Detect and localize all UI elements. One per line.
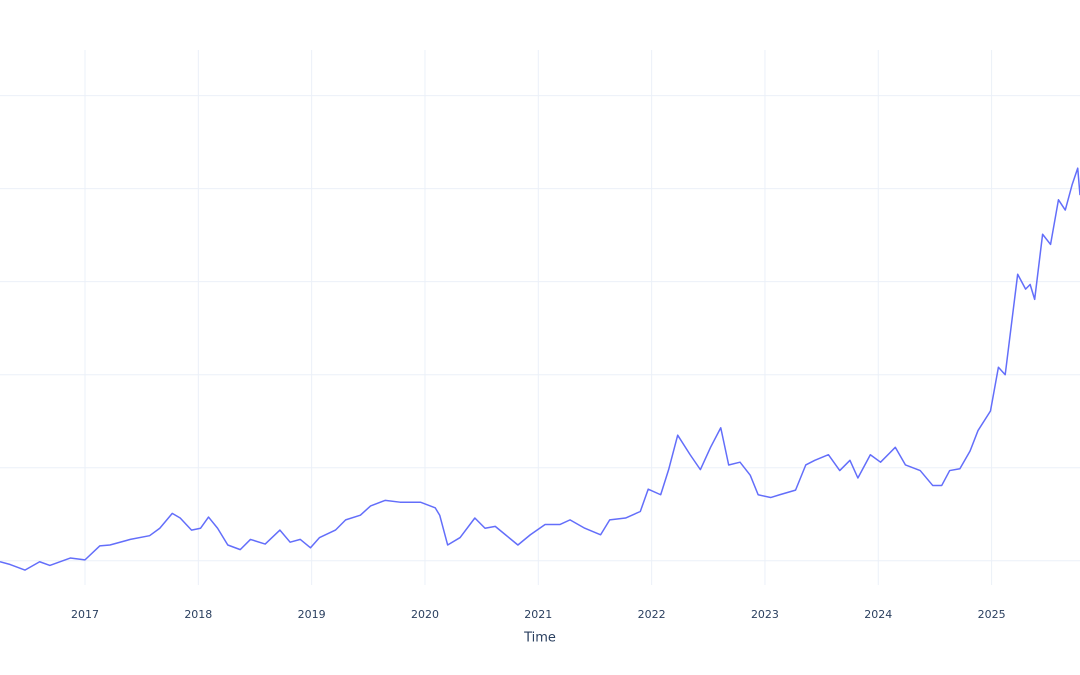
x-tick-label: 2019 [298,608,326,621]
line-series [0,167,1080,571]
x-tick-label: 2021 [524,608,552,621]
x-tick-label: 2022 [638,608,666,621]
x-tick-label: 2025 [978,608,1006,621]
x-tick-label: 2018 [184,608,212,621]
x-axis-title: Time [523,631,556,646]
x-tick-label: 2020 [411,608,439,621]
x-tick-label: 2024 [864,608,892,621]
x-tick-label: 2023 [751,608,779,621]
x-tick-label: 2017 [71,608,99,621]
